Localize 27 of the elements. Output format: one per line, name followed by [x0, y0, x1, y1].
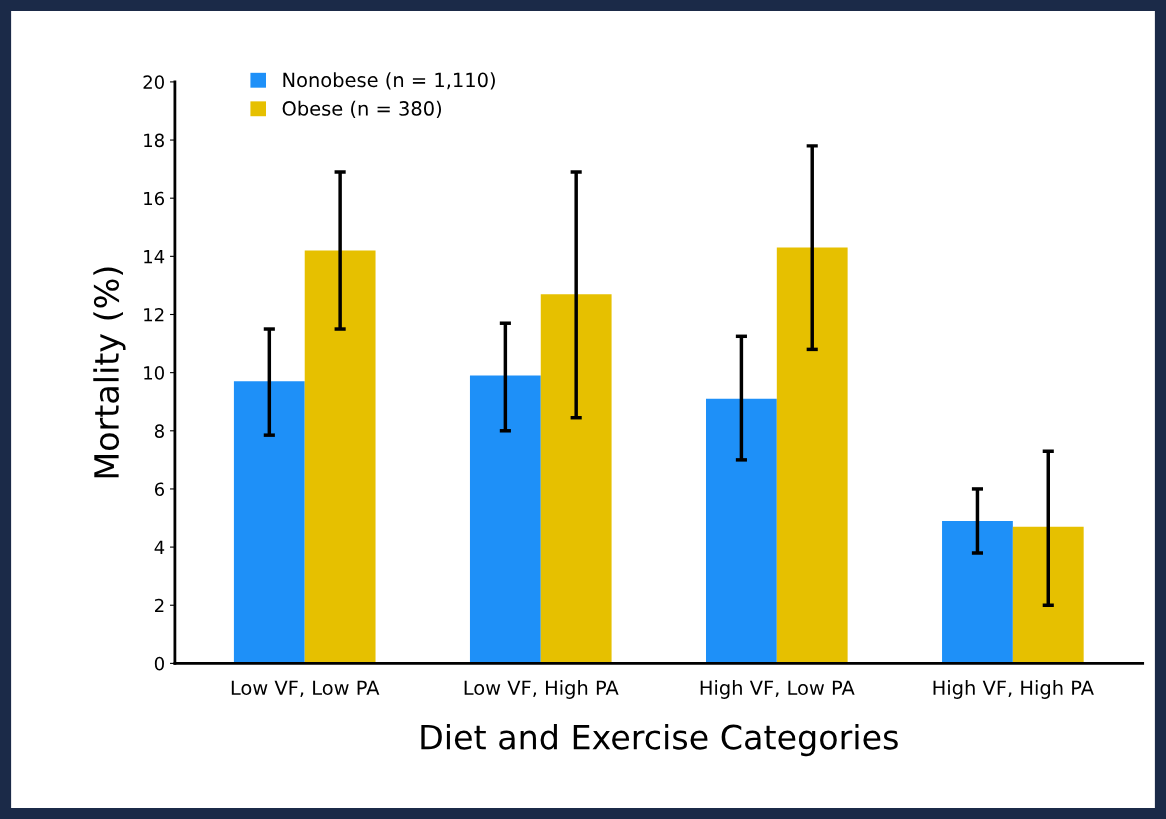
x-tick-label: Low VF, High PA	[464, 680, 619, 699]
x-axis-title: Diet and Exercise Categories	[421, 723, 898, 757]
bar	[540, 294, 612, 664]
y-tick-label: 14	[144, 250, 165, 264]
y-tick-label: 18	[144, 133, 164, 148]
bar	[706, 398, 777, 664]
bar	[233, 381, 305, 664]
y-tick-label: 8	[154, 424, 164, 438]
y-tick-label: 12	[144, 307, 164, 322]
x-tick-label: High VF, High PA	[933, 680, 1094, 699]
bar	[942, 520, 1013, 664]
y-tick-label: 20	[143, 75, 164, 90]
legend-label: Obese (n = 380)	[282, 100, 442, 119]
bar	[304, 250, 376, 664]
legend-label: Nonobese (n = 1,110)	[283, 72, 495, 90]
y-tick-label: 16	[144, 191, 165, 206]
y-tick-label: 4	[154, 540, 165, 554]
y-tick-label: 0	[154, 656, 164, 671]
y-tick-label: 10	[144, 366, 164, 380]
bar	[469, 375, 541, 664]
bar	[1012, 526, 1084, 664]
y-axis-title: Mortality (%)	[93, 267, 126, 478]
x-tick-label: High VF, Low PA	[700, 680, 855, 699]
y-tick-label: 2	[155, 598, 164, 613]
y-tick-label: 6	[154, 482, 165, 497]
x-tick-label: Low VF, Low PA	[231, 680, 380, 698]
bar	[776, 247, 848, 664]
